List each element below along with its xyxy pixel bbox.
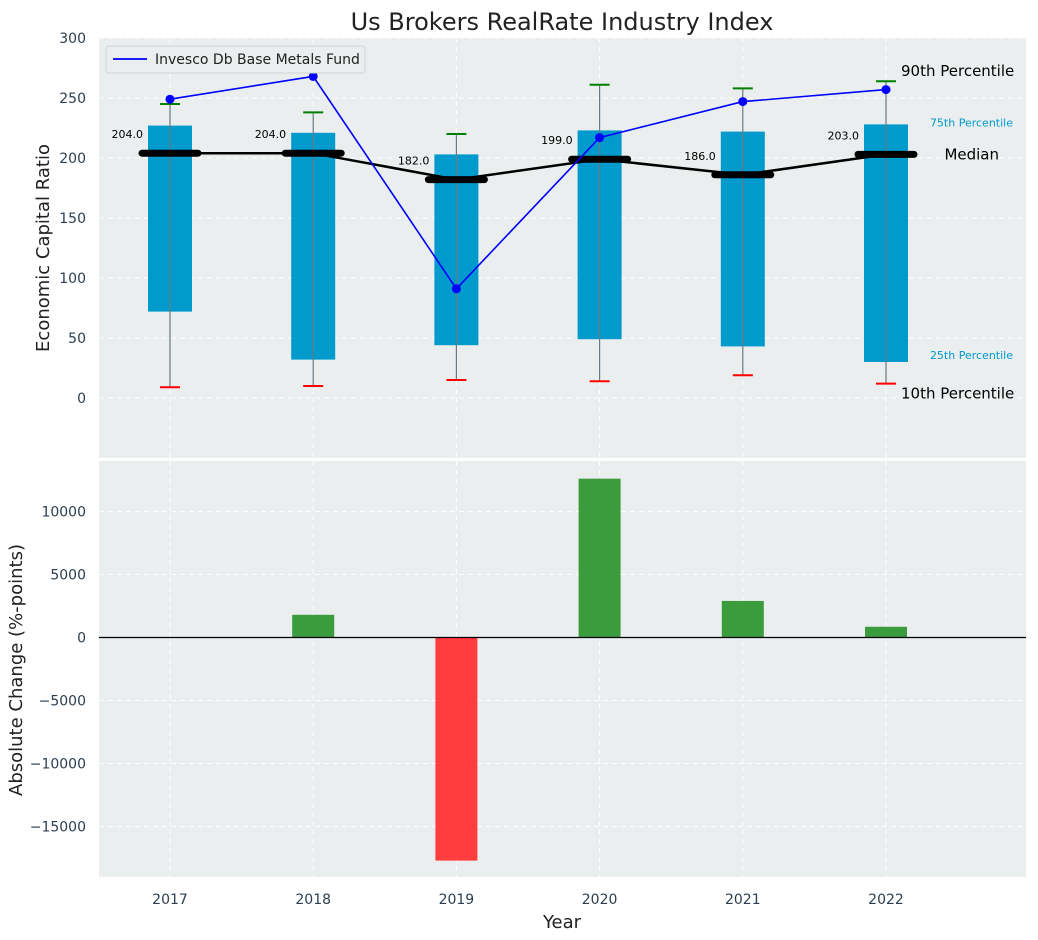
- median-annotation: Median: [944, 145, 999, 163]
- percentile-boxes: 204.0 204.0 182.0 199.0 186.0 203.0: [112, 80, 918, 389]
- fund-series-line: [169, 75, 887, 291]
- fund-series-point: [165, 94, 175, 104]
- change-bar: [292, 614, 335, 638]
- change-bars: [99, 478, 1026, 861]
- p90-annotation: 90th Percentile: [901, 62, 1014, 80]
- bottom-y-tick-label: 5000: [50, 567, 86, 583]
- fund-series-point: [308, 71, 318, 81]
- fund-series-point: [595, 133, 605, 143]
- top-y-tick-label: 200: [59, 151, 86, 167]
- median-value-label: 204.0: [112, 128, 144, 141]
- x-tick-labels: 2017 2018 2019 2020 2021 2022: [152, 892, 904, 908]
- median-value-label: 199.0: [541, 134, 573, 147]
- p25-annotation: 25th Percentile: [930, 349, 1013, 362]
- legend: Invesco Db Base Metals Fund: [105, 45, 366, 74]
- bottom-y-axis-label: Absolute Change (%-points): [6, 544, 27, 796]
- p75-annotation: 75th Percentile: [930, 116, 1013, 129]
- percentile-annotations: 90th Percentile 75th Percentile Median 25th…: [901, 62, 1014, 402]
- fund-series-point: [451, 284, 461, 294]
- median-trend-line: [170, 151, 887, 181]
- change-bar: [435, 637, 478, 861]
- fund-series-point: [738, 97, 748, 107]
- bottom-y-tick-label: −15000: [30, 820, 86, 836]
- bottom-y-tick-label: −5000: [39, 694, 86, 710]
- top-y-tick-label: 50: [68, 331, 86, 347]
- top-y-tick-label: 150: [59, 211, 86, 227]
- median-value-label: 182.0: [398, 155, 430, 168]
- median-value-label: 204.0: [255, 128, 287, 141]
- bottom-y-tick-label: 10000: [41, 504, 86, 520]
- bottom-y-tick-label: −10000: [30, 757, 86, 773]
- top-y-tick-label: 0: [77, 391, 86, 407]
- fund-series-point: [881, 85, 891, 95]
- median-value-label: 186.0: [684, 150, 716, 163]
- top-y-tick-label: 250: [59, 91, 86, 107]
- x-tick-label: 2021: [725, 892, 761, 908]
- legend-label: Invesco Db Base Metals Fund: [155, 52, 360, 68]
- x-tick-label: 2022: [868, 892, 904, 908]
- top-y-tick-label: 300: [59, 31, 86, 47]
- chart-title: Us Brokers RealRate Industry Index: [351, 8, 774, 36]
- x-tick-label: 2017: [152, 892, 188, 908]
- change-bar: [578, 478, 621, 638]
- top-y-tick-label: 100: [59, 271, 86, 287]
- x-tick-label: 2019: [439, 892, 475, 908]
- x-tick-label: 2018: [295, 892, 331, 908]
- top-y-axis-label: Economic Capital Ratio: [33, 144, 54, 352]
- legend-box: [105, 45, 366, 74]
- fund-series: [165, 71, 891, 294]
- change-bar: [865, 626, 907, 638]
- x-tick-label: 2020: [582, 892, 618, 908]
- p10-annotation: 10th Percentile: [901, 385, 1014, 403]
- median-value-label: 203.0: [828, 129, 860, 142]
- change-bar: [721, 600, 764, 638]
- top-y-tick-labels: 0 50 100 150 200 250 300: [59, 31, 86, 407]
- x-axis-label: Year: [542, 912, 582, 933]
- bottom-y-tick-labels: −15000 −10000 −5000 0 5000 10000: [30, 504, 86, 835]
- bottom-plot-area: [99, 461, 1026, 877]
- median-line: [170, 151, 887, 181]
- bottom-y-tick-label: 0: [77, 630, 86, 646]
